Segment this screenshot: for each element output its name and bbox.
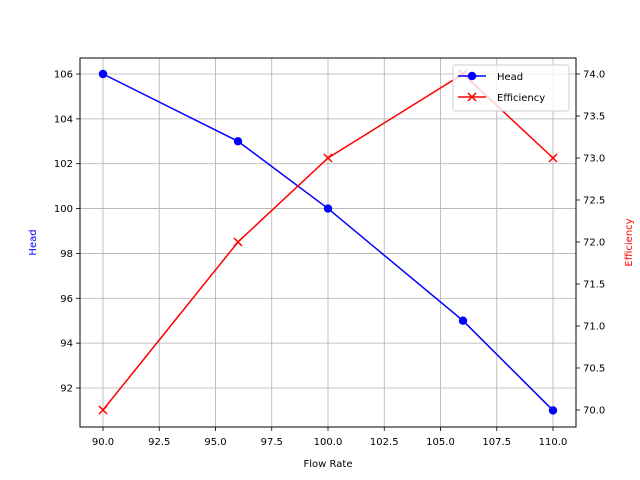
y-right-tick-label: 71.0 xyxy=(583,322,605,333)
y-right-tick-label: 72.0 xyxy=(583,238,605,249)
x-tick-label: 102.5 xyxy=(370,437,399,448)
series-head xyxy=(98,69,558,415)
legend: Head Efficiency xyxy=(452,64,570,112)
y-left-tick-label: 98 xyxy=(60,249,73,260)
efficiency-marker xyxy=(323,153,333,163)
head-marker xyxy=(323,204,333,213)
y-right-tick-label: 73.5 xyxy=(583,112,605,123)
x-tick-label: 97.5 xyxy=(261,437,283,448)
y-left-tick-label: 100 xyxy=(54,204,73,215)
head-marker xyxy=(233,137,243,146)
y-right-tick-label: 70.0 xyxy=(583,406,605,417)
y-axis-right-label: Efficiency xyxy=(624,218,635,266)
y-left-tick-label: 102 xyxy=(54,159,73,170)
x-tick-label: 105.0 xyxy=(426,437,455,448)
y-right-tick-label: 73.0 xyxy=(583,154,605,165)
x-axis: 90.0 92.5 95.0 97.5 100.0 102.5 105.0 107.5 110.… xyxy=(92,427,567,470)
head-marker xyxy=(548,406,558,415)
legend-head-marker xyxy=(467,71,477,81)
y-left-tick-label: 92 xyxy=(60,384,73,395)
x-tick-label: 110.0 xyxy=(539,437,568,448)
y-right-tick-label: 71.5 xyxy=(583,280,605,291)
efficiency-marker xyxy=(98,405,108,415)
y-axis-left-label: Head xyxy=(28,229,39,255)
x-tick-label: 95.0 xyxy=(204,437,226,448)
x-axis-label: Flow Rate xyxy=(304,459,353,470)
y-axis-right: 70.0 70.5 71.0 71.5 72.0 72.5 73.0 73.5 74.0 Effi… xyxy=(576,70,635,417)
head-marker xyxy=(98,69,108,79)
x-tick-label: 107.5 xyxy=(482,437,511,448)
y-right-tick-label: 72.5 xyxy=(583,196,605,207)
x-tick-label: 100.0 xyxy=(314,437,343,448)
legend-efficiency-marker xyxy=(467,92,477,102)
x-tick-label: 90.0 xyxy=(92,437,114,448)
efficiency-marker xyxy=(548,153,558,163)
y-left-tick-label: 96 xyxy=(60,294,73,305)
head-marker xyxy=(458,316,468,325)
efficiency-marker xyxy=(233,237,243,247)
y-left-tick-label: 94 xyxy=(60,339,73,350)
legend-head-label: Head xyxy=(497,72,523,83)
grid xyxy=(80,58,576,427)
y-right-tick-label: 70.5 xyxy=(583,364,605,375)
y-right-tick-label: 74.0 xyxy=(583,70,605,81)
y-left-tick-label: 106 xyxy=(54,70,73,81)
x-tick-label: 92.5 xyxy=(148,437,170,448)
legend-efficiency-label: Efficiency xyxy=(497,93,545,104)
y-left-tick-label: 104 xyxy=(54,114,73,125)
y-axis-left: 92 94 96 98 100 102 104 106 Head xyxy=(28,70,80,395)
